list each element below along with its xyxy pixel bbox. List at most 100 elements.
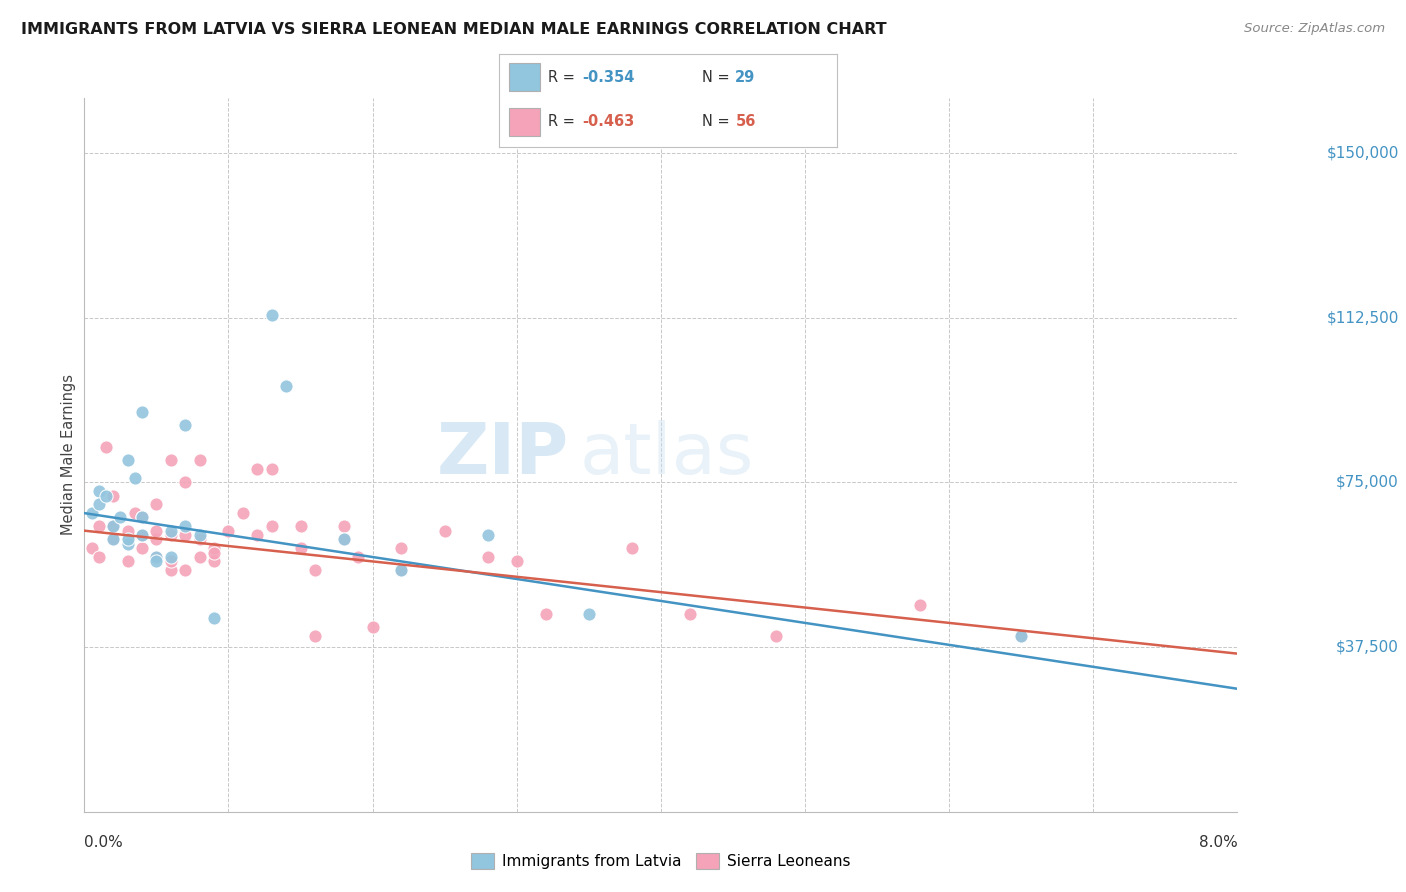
Point <box>87 497 110 511</box>
Point <box>131 528 153 542</box>
Point <box>160 524 183 538</box>
Point <box>347 549 370 564</box>
Point <box>117 533 139 547</box>
Point <box>145 524 167 538</box>
Text: R =: R = <box>548 70 579 85</box>
Point <box>160 549 183 564</box>
Point <box>160 453 183 467</box>
Point <box>679 607 702 621</box>
Text: ZIP: ZIP <box>436 420 568 490</box>
Point <box>80 541 103 556</box>
Point <box>290 519 312 533</box>
Point <box>290 541 312 556</box>
Point <box>202 546 225 560</box>
Text: 29: 29 <box>735 70 755 85</box>
Point <box>217 524 239 538</box>
Point <box>174 563 197 577</box>
FancyBboxPatch shape <box>509 63 540 91</box>
Text: $150,000: $150,000 <box>1327 145 1399 161</box>
Point <box>131 405 153 419</box>
Point <box>131 510 153 524</box>
Text: 8.0%: 8.0% <box>1198 836 1237 850</box>
Text: -0.463: -0.463 <box>582 114 634 129</box>
Point <box>174 528 197 542</box>
Point <box>304 563 326 577</box>
Point <box>578 607 600 621</box>
Point <box>534 607 557 621</box>
Point <box>117 453 139 467</box>
Point <box>332 519 354 533</box>
Point <box>103 533 124 547</box>
Point <box>188 453 211 467</box>
Point <box>131 541 153 556</box>
Point <box>87 484 110 499</box>
Point <box>117 533 139 547</box>
Point <box>124 471 146 485</box>
Point <box>94 440 117 454</box>
Point <box>260 462 283 476</box>
Text: 56: 56 <box>735 114 755 129</box>
Point <box>246 462 269 476</box>
Point <box>117 524 139 538</box>
Point <box>389 541 413 556</box>
Point <box>145 533 167 547</box>
Point <box>1010 629 1032 643</box>
Point <box>174 418 197 433</box>
Point <box>145 497 167 511</box>
Legend: Immigrants from Latvia, Sierra Leoneans: Immigrants from Latvia, Sierra Leoneans <box>465 847 856 875</box>
Text: R =: R = <box>548 114 579 129</box>
Point <box>110 510 132 524</box>
Text: -0.354: -0.354 <box>582 70 634 85</box>
Point <box>202 611 225 625</box>
Point <box>117 537 139 551</box>
Text: atlas: atlas <box>581 420 755 490</box>
Y-axis label: Median Male Earnings: Median Male Earnings <box>60 375 76 535</box>
Point <box>389 563 413 577</box>
Text: $112,500: $112,500 <box>1327 310 1399 326</box>
Point <box>188 528 211 542</box>
Point <box>1010 629 1032 643</box>
Point <box>145 549 167 564</box>
Point <box>160 554 183 568</box>
Point <box>117 554 139 568</box>
Point <box>361 620 384 634</box>
Point <box>389 563 413 577</box>
Point <box>202 541 225 556</box>
Point <box>433 524 456 538</box>
Text: N =: N = <box>702 70 734 85</box>
Point <box>274 378 298 392</box>
Point <box>260 519 283 533</box>
Text: $37,500: $37,500 <box>1336 640 1399 655</box>
Point <box>174 519 197 533</box>
Point <box>477 528 499 542</box>
Point <box>232 506 254 520</box>
Point <box>174 475 197 490</box>
Point <box>908 599 931 613</box>
Point <box>103 489 124 503</box>
Point <box>188 549 211 564</box>
Text: 0.0%: 0.0% <box>84 836 124 850</box>
Text: $75,000: $75,000 <box>1336 475 1399 490</box>
Point <box>332 533 354 547</box>
Point <box>131 510 153 524</box>
Point <box>145 549 167 564</box>
Point <box>124 506 146 520</box>
Point <box>160 528 183 542</box>
Text: N =: N = <box>702 114 734 129</box>
Point <box>188 533 211 547</box>
Point <box>246 528 269 542</box>
Point <box>506 554 529 568</box>
Point <box>145 554 167 568</box>
Point <box>94 489 117 503</box>
Text: IMMIGRANTS FROM LATVIA VS SIERRA LEONEAN MEDIAN MALE EARNINGS CORRELATION CHART: IMMIGRANTS FROM LATVIA VS SIERRA LEONEAN… <box>21 22 887 37</box>
FancyBboxPatch shape <box>509 108 540 136</box>
Point <box>103 533 124 547</box>
Point <box>160 563 183 577</box>
Point <box>131 528 153 542</box>
Point <box>477 549 499 564</box>
Point <box>103 519 124 533</box>
Text: Source: ZipAtlas.com: Source: ZipAtlas.com <box>1244 22 1385 36</box>
Point <box>304 629 326 643</box>
Point <box>621 541 644 556</box>
Point <box>80 506 103 520</box>
